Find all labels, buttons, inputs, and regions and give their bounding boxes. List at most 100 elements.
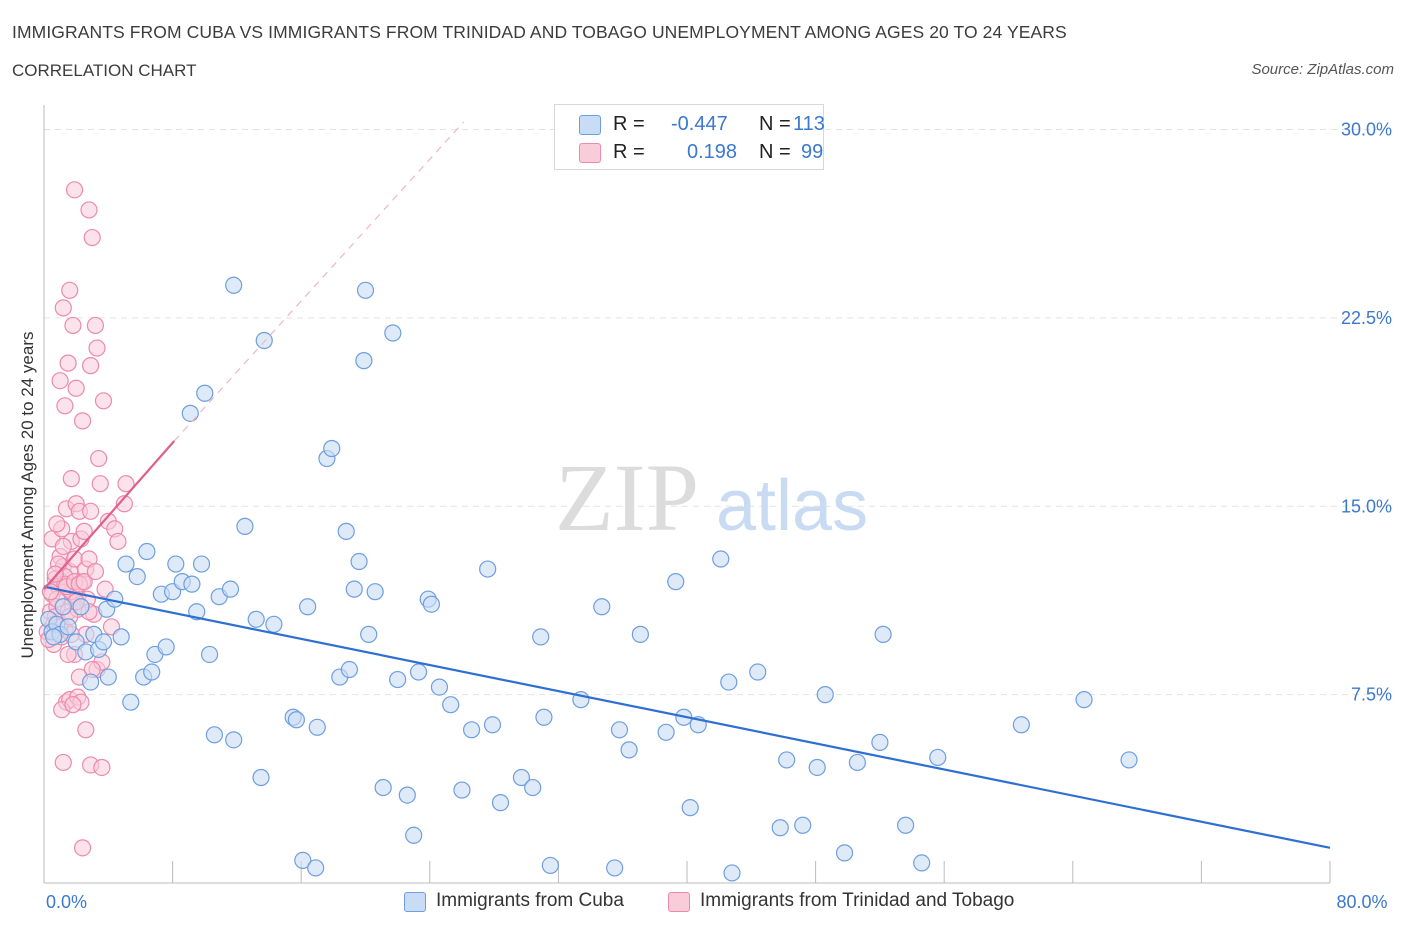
tt-point bbox=[46, 565, 64, 583]
cuba-point bbox=[606, 859, 624, 877]
grid-lines bbox=[44, 129, 1380, 696]
y-tick-label: 7.5% bbox=[1351, 685, 1392, 705]
cuba-point bbox=[491, 794, 510, 812]
cuba-point bbox=[405, 826, 423, 844]
cuba-point bbox=[667, 573, 685, 591]
legend-n-label: N = bbox=[759, 113, 791, 135]
cuba-point bbox=[929, 748, 947, 767]
legend-r-value: 0.198 bbox=[687, 141, 738, 163]
cuba-point bbox=[453, 781, 471, 799]
tt-point bbox=[82, 502, 100, 520]
cuba-point bbox=[1075, 691, 1093, 709]
cuba-point bbox=[816, 686, 834, 704]
tt-point bbox=[83, 228, 101, 247]
cuba-point bbox=[808, 758, 826, 777]
tt-point bbox=[88, 339, 106, 357]
legend-n-value: 99 bbox=[801, 141, 824, 163]
cuba-point bbox=[255, 331, 273, 350]
tt-point bbox=[65, 181, 84, 199]
tt-point bbox=[73, 412, 92, 430]
y-axis-label: Unemployment Among Ages 20 to 24 years bbox=[18, 332, 37, 659]
cuba-point bbox=[72, 598, 90, 616]
tt-point bbox=[93, 758, 111, 777]
tt-legend-label: Immigrants from Trinidad and Tobago bbox=[700, 890, 1015, 911]
cuba-point bbox=[337, 522, 355, 540]
cuba-point bbox=[205, 726, 223, 744]
cuba-point bbox=[247, 610, 265, 628]
tt-point bbox=[61, 281, 79, 299]
tt-point bbox=[64, 316, 82, 335]
tt-point bbox=[59, 645, 77, 664]
tt-point bbox=[75, 522, 93, 540]
cuba-point bbox=[287, 711, 305, 729]
cuba-point bbox=[848, 753, 866, 772]
cuba-point bbox=[196, 384, 214, 402]
cuba-point bbox=[128, 567, 146, 586]
cuba-point bbox=[384, 324, 402, 342]
tt-point bbox=[77, 721, 95, 739]
cuba-point bbox=[631, 625, 649, 643]
cuba-point bbox=[771, 819, 789, 837]
cuba-trend-line bbox=[43, 585, 1331, 849]
cuba-point bbox=[422, 595, 441, 613]
cuba-point bbox=[307, 859, 325, 877]
x-tick-label: 0.0% bbox=[46, 892, 87, 912]
cuba-point bbox=[192, 555, 211, 573]
tt-point bbox=[91, 475, 109, 493]
cuba-point bbox=[913, 854, 931, 872]
cuba-point bbox=[398, 786, 416, 804]
cuba-point bbox=[794, 816, 812, 834]
tt-point bbox=[59, 354, 77, 372]
cuba-point bbox=[479, 560, 497, 578]
tt-point bbox=[75, 573, 93, 591]
cuba-point bbox=[366, 583, 384, 601]
cuba-point bbox=[681, 799, 699, 817]
cuba-point bbox=[610, 721, 629, 739]
source-credit: Source: ZipAtlas.com bbox=[1251, 61, 1394, 78]
cuba-point bbox=[200, 645, 219, 664]
series-trinidad-tobago-points bbox=[38, 181, 135, 857]
cuba-point bbox=[294, 851, 312, 869]
cuba-point bbox=[117, 555, 135, 573]
cuba-point bbox=[157, 638, 175, 656]
cuba-point bbox=[374, 778, 392, 797]
cuba-point bbox=[512, 768, 531, 787]
tt-point bbox=[56, 397, 74, 415]
cuba-point bbox=[430, 678, 449, 696]
tt-point bbox=[90, 449, 108, 468]
cuba-point bbox=[94, 633, 113, 651]
cuba-point bbox=[1120, 751, 1138, 769]
tt-point bbox=[80, 201, 98, 219]
tick-labels: 7.5% 15.0% 22.5% 30.0% 0.0% 80.0% bbox=[46, 120, 1392, 912]
cuba-point bbox=[360, 625, 378, 643]
cuba-point bbox=[59, 618, 77, 636]
cuba-swatch bbox=[579, 115, 601, 135]
y-tick-label: 22.5% bbox=[1341, 308, 1392, 328]
legend-r-label: R = bbox=[613, 113, 645, 135]
cuba-point bbox=[723, 864, 741, 882]
cuba-point bbox=[265, 615, 283, 633]
cuba-point bbox=[355, 352, 373, 370]
cuba-point bbox=[462, 721, 481, 739]
cuba-point bbox=[593, 598, 611, 616]
cuba-point bbox=[225, 731, 243, 749]
legend-n-value: 113 bbox=[793, 113, 825, 135]
cuba-point bbox=[749, 663, 767, 681]
tt-point bbox=[62, 470, 80, 488]
tt-point bbox=[54, 753, 72, 772]
tt-trend-extension bbox=[173, 121, 465, 442]
tt-point bbox=[67, 379, 85, 397]
cuba-point bbox=[122, 693, 140, 711]
cuba-point bbox=[112, 628, 130, 646]
tt-swatch bbox=[579, 143, 601, 163]
y-tick-label: 15.0% bbox=[1341, 496, 1392, 516]
cuba-point bbox=[308, 718, 326, 736]
tt-trend-line bbox=[43, 440, 176, 590]
cuba-point bbox=[143, 663, 161, 681]
cuba-point bbox=[483, 716, 502, 734]
chart-title: IMMIGRANTS FROM CUBA VS IMMIGRANTS FROM … bbox=[12, 22, 1067, 42]
cuba-point bbox=[45, 628, 63, 646]
tt-point bbox=[86, 562, 105, 581]
watermark-atlas: atlas bbox=[716, 466, 868, 546]
chart-subtitle: CORRELATION CHART bbox=[12, 61, 197, 80]
